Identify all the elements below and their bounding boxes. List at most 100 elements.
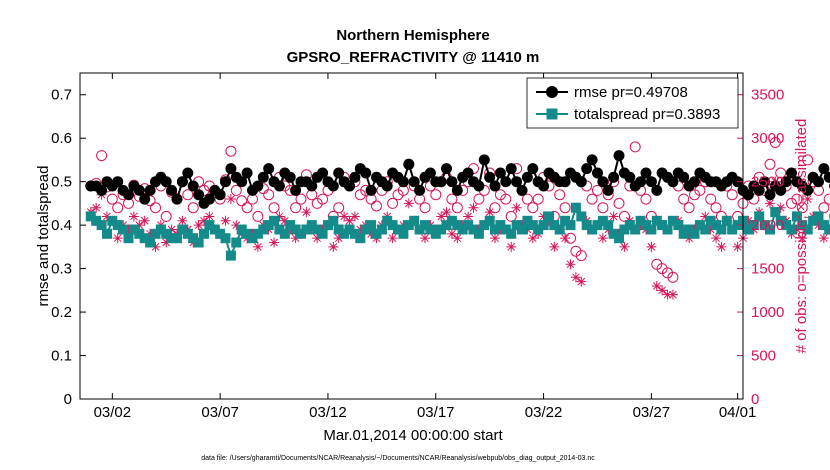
- rmse-point: [112, 176, 124, 188]
- obs-assimilated-point: [468, 202, 479, 213]
- totalspread-point: [317, 228, 328, 239]
- obs-assimilated-point: [684, 233, 695, 244]
- totalspread-point: [436, 224, 447, 235]
- totalspread-point: [107, 215, 118, 226]
- rmse-point: [500, 176, 512, 188]
- obs-possible-point: [252, 210, 264, 222]
- totalspread-point: [296, 228, 306, 239]
- obs-possible-point: [236, 195, 248, 207]
- totalspread-point: [263, 220, 274, 231]
- obs-assimilated-point: [700, 211, 711, 222]
- totalspread-point: [721, 215, 732, 226]
- totalspread-point: [662, 224, 673, 235]
- totalspread-point: [333, 224, 344, 235]
- y-tick-left-label: 0.7: [51, 87, 72, 104]
- totalspread-point: [371, 228, 382, 239]
- totalspread-point: [166, 233, 177, 244]
- rmse-point: [446, 176, 458, 188]
- rmse-point: [645, 176, 657, 188]
- obs-assimilated-point: [732, 241, 743, 252]
- rmse-point: [527, 163, 539, 175]
- y-tick-right-label: 3500: [751, 87, 784, 104]
- rmse-point: [252, 180, 264, 192]
- obs-possible-point: [419, 202, 431, 214]
- totalspread-point: [236, 224, 247, 235]
- y-tick-left-label: 0.5: [51, 174, 72, 191]
- obs-assimilated-point: [355, 224, 366, 235]
- totalspread-point: [441, 220, 452, 231]
- y-tick-left-label: 0.1: [51, 348, 72, 365]
- rmse-point: [678, 171, 690, 183]
- legend-box: [526, 77, 739, 129]
- obs-possible-point: [667, 271, 679, 283]
- y-tick-right-label: 2500: [751, 174, 784, 191]
- rmse-point: [521, 171, 533, 183]
- obs-assimilated-point: [813, 220, 824, 231]
- totalspread-point: [549, 220, 560, 231]
- rmse-point: [635, 176, 647, 188]
- obs-assimilated-point: [134, 220, 145, 231]
- obs-assimilated-point: [366, 228, 377, 239]
- totalspread-point: [420, 220, 430, 231]
- rmse-point: [214, 189, 226, 201]
- obs-possible-point: [106, 193, 118, 205]
- legend: rmse pr=0.49708 totalspread pr=0.3893: [526, 77, 739, 129]
- obs-assimilated-point: [279, 215, 290, 226]
- obs-assimilated-point: [231, 220, 242, 231]
- totalspread-point: [802, 224, 813, 235]
- totalspread-point: [473, 228, 484, 239]
- obs-assimilated-point: [775, 202, 786, 213]
- rmse-point: [608, 171, 620, 183]
- obs-assimilated-point: [128, 211, 139, 222]
- totalspread-point: [344, 224, 355, 235]
- rmse-point: [144, 184, 156, 196]
- obs-possible-point: [532, 193, 544, 205]
- obs-assimilated-point: [764, 198, 775, 209]
- obs-assimilated-point: [538, 211, 549, 222]
- x-tick-label: 03/12: [309, 404, 347, 421]
- totalspread-point: [290, 224, 301, 235]
- rmse-point: [133, 184, 145, 196]
- totalspread-point: [242, 228, 253, 239]
- obs-assimilated-point: [339, 211, 350, 222]
- rmse-point: [753, 184, 765, 196]
- totalspread-point: [409, 215, 420, 226]
- obs-possible-point: [150, 202, 161, 214]
- y-tick-right-label: 1500: [751, 261, 784, 278]
- totalspread-point: [506, 228, 517, 239]
- obs-possible-point: [268, 202, 280, 214]
- obs-assimilated-point: [145, 228, 156, 239]
- totalspread-point: [468, 224, 479, 235]
- rmse-point: [559, 176, 571, 188]
- rmse-point: [123, 189, 134, 201]
- obs-assimilated-point: [527, 233, 538, 244]
- totalspread-point: [463, 220, 474, 231]
- totalspread-point: [533, 224, 544, 235]
- obs-possible-point: [791, 193, 803, 205]
- x-tick-label: 03/07: [201, 404, 239, 421]
- totalspread-point: [328, 215, 339, 226]
- rmse-point: [786, 167, 797, 179]
- totalspread-point: [791, 211, 802, 222]
- chart-marks: [85, 137, 830, 300]
- obs-possible-point: [769, 137, 781, 148]
- obs-possible-point: [225, 145, 237, 157]
- rmse-point: [597, 176, 609, 188]
- rmse-point: [273, 180, 285, 192]
- y-tick-right-label: 3000: [751, 130, 784, 147]
- rmse-point: [802, 184, 814, 196]
- obs-assimilated-point: [667, 289, 678, 300]
- rmse-point: [397, 176, 409, 188]
- totalspread-point: [711, 220, 721, 231]
- obs-possible-point: [527, 202, 539, 214]
- obs-assimilated-point: [802, 194, 813, 205]
- obs-possible-point: [241, 202, 253, 214]
- rmse-point: [575, 176, 587, 188]
- rmse-point: [290, 184, 302, 196]
- obs-possible-point: [473, 193, 485, 205]
- rmse-point: [484, 171, 496, 183]
- rmse-point: [414, 184, 426, 196]
- totalspread-point: [813, 211, 824, 222]
- totalspread-point: [387, 220, 398, 231]
- totalspread-point: [128, 224, 139, 235]
